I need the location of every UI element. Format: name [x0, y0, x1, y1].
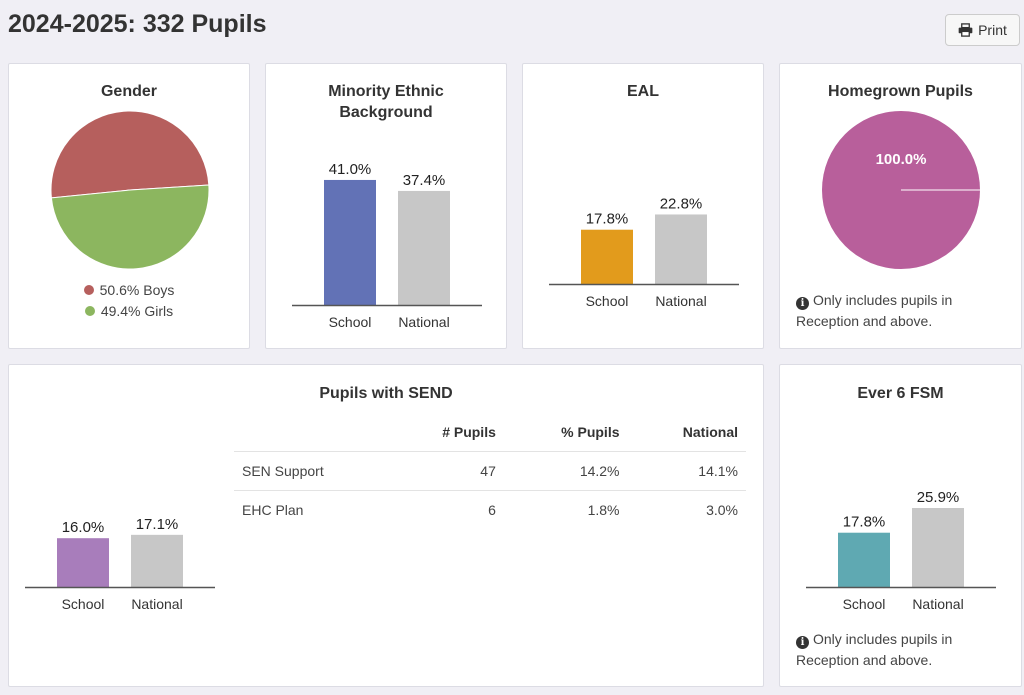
eal-category-label: School: [586, 293, 629, 309]
info-icon: i: [796, 297, 809, 310]
homegrown-value-label: 100.0%: [876, 151, 927, 168]
row-national: 14.1%: [627, 451, 746, 491]
minority-title: Minority Ethnic Background: [266, 81, 506, 123]
fsm-note: i Only includes pupils in Reception and a…: [796, 629, 1011, 671]
fsm-bar-national: [912, 508, 964, 587]
homegrown-card: Homegrown Pupils 100.0% i Only includes p…: [779, 63, 1022, 349]
minority-title-line2: Background: [339, 104, 433, 121]
minority-title-line1: Minority Ethnic: [328, 83, 444, 100]
homegrown-note: i Only includes pupils in Reception and a…: [796, 290, 1011, 332]
fsm-bar-chart: 17.8% School 25.9% National: [806, 489, 996, 612]
printer-icon: [958, 23, 973, 37]
minority-bar-school: [324, 179, 376, 305]
header-blank: [234, 413, 388, 452]
minority-bar-national: [398, 190, 450, 305]
print-button[interactable]: Print: [945, 14, 1020, 46]
eal-title: EAL: [627, 83, 659, 100]
table-row: EHC Plan 6 1.8% 3.0%: [234, 490, 746, 529]
eal-bar-school: [581, 229, 633, 284]
row-pupils: 47: [388, 451, 504, 491]
gender-slice-girls: [50, 184, 210, 270]
header-national: National: [627, 413, 746, 452]
minority-card: Minority Ethnic Background 41.0% School 37…: [265, 63, 507, 349]
header-percent: % Pupils: [503, 413, 628, 452]
eal-bar-national: [655, 214, 707, 284]
row-percent: 14.2%: [503, 451, 628, 491]
fsm-title: Ever 6 FSM: [857, 385, 944, 402]
fsm-card: Ever 6 FSM 17.8% School 25.9% National i Onl…: [779, 364, 1022, 687]
gender-card: Gender 50.6% Boys 49.4% Girls: [8, 63, 250, 349]
send-bar-national: [131, 534, 183, 587]
homegrown-pie-chart: 100.0%: [822, 111, 980, 269]
send-value-label: 16.0%: [62, 519, 105, 536]
print-label: Print: [978, 22, 1007, 38]
eal-category-label: National: [655, 293, 706, 309]
eal-bar-chart: 17.8% School 22.8% National: [549, 195, 739, 309]
send-table-header: # Pupils % Pupils National: [234, 413, 746, 452]
minority-category-label: National: [398, 314, 449, 330]
send-category-label: School: [62, 596, 105, 612]
gender-title: Gender: [100, 83, 157, 100]
minority-value-label: 41.0%: [329, 161, 372, 178]
page-title: 2024-2025: 332 Pupils: [8, 10, 267, 38]
girls-swatch: [84, 306, 95, 316]
eal-card: EAL 17.8% School 22.8% National: [522, 63, 764, 349]
send-category-label: National: [131, 596, 182, 612]
send-bar-chart: 16.0% School 17.1% National: [25, 516, 215, 612]
legend-label-girls: 49.4% Girls: [100, 303, 174, 319]
gender-slice-boys: [50, 110, 210, 199]
homegrown-note-text: Only includes pupils in Reception and ab…: [796, 292, 953, 329]
fsm-note-text: Only includes pupils in Reception and ab…: [796, 631, 953, 668]
fsm-bar-school: [838, 532, 890, 587]
eal-value-label: 22.8%: [660, 195, 703, 212]
header-pupils: # Pupils: [388, 413, 504, 452]
legend-label-boys: 50.6% Boys: [99, 282, 175, 298]
boys-swatch: [83, 285, 94, 295]
gender-legend: 50.6% Boys 49.4% Girls: [9, 282, 249, 319]
row-label: SEN Support: [234, 451, 388, 491]
row-percent: 1.8%: [587, 501, 620, 518]
legend-item-girls: 49.4% Girls: [84, 303, 174, 319]
fsm-value-label: 25.9%: [917, 489, 960, 506]
row-label: EHC Plan: [242, 501, 304, 518]
minority-value-label: 37.4%: [403, 172, 446, 189]
fsm-category-label: National: [912, 596, 963, 612]
homegrown-title: Homegrown Pupils: [828, 83, 973, 100]
minority-bar-chart: 41.0% School 37.4% National: [292, 161, 482, 330]
table-row: SEN Support 47 14.2% 14.1%: [234, 451, 746, 491]
send-table: # Pupils % Pupils National SEN Support 4…: [234, 413, 746, 529]
row-national: 3.0%: [706, 501, 738, 518]
fsm-value-label: 17.8%: [843, 514, 886, 531]
info-icon: i: [796, 636, 809, 649]
row-pupils: 6: [488, 501, 496, 518]
eal-value-label: 17.8%: [586, 211, 629, 228]
gender-pie-chart: [50, 110, 210, 270]
send-value-label: 17.1%: [136, 516, 179, 533]
send-bar-school: [57, 538, 109, 587]
minority-category-label: School: [329, 314, 372, 330]
fsm-category-label: School: [843, 596, 886, 612]
send-title: Pupils with SEND: [319, 385, 453, 402]
legend-item-boys: 50.6% Boys: [83, 282, 175, 298]
